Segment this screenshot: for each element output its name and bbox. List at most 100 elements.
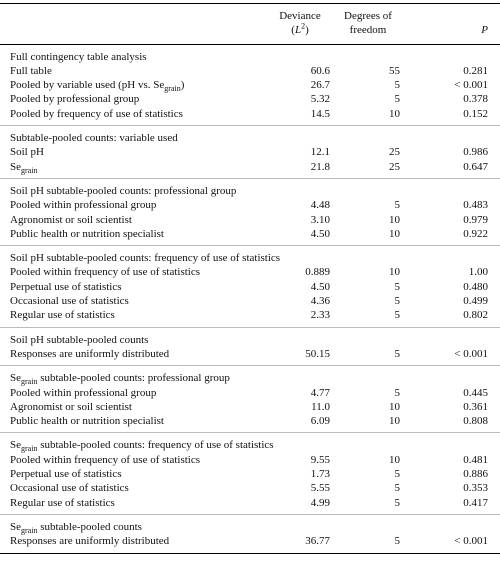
deviance-cell: 11.0 (311, 400, 330, 413)
p-cell: 0.481 (463, 453, 488, 466)
p-cell: 0.499 (463, 295, 488, 308)
section-title-row: Soil pH subtable-pooled counts (0, 327, 500, 347)
deviance-cell: 60.6 (310, 64, 330, 77)
section-title: Full contingency table analysis (0, 44, 500, 64)
df-cell: 5 (394, 280, 401, 293)
df-cell: 5 (394, 482, 401, 495)
df-cell: 5 (336, 534, 406, 554)
deviance-cell: 26.7 (310, 79, 330, 92)
deviance-cell: 12.1 (310, 146, 330, 159)
text-run: Agronomist or soil scientist (10, 400, 132, 413)
header-row: Deviance Degrees of (0, 3, 500, 24)
text-run: Responses are uniformly distributed (10, 535, 170, 548)
row-label: Perpetual use of statistics (0, 280, 270, 294)
data-row: Perpetual use of statistics 4.50 5 0.480 (0, 280, 500, 294)
sub-text: grain (164, 84, 181, 94)
deviance-cell: 3.10 (310, 213, 330, 226)
italic-text: L (294, 24, 302, 37)
section-title-row: Segrain subtable-pooled counts: frequenc… (0, 433, 500, 453)
data-row: Regular use of statistics 4.99 5 0.417 (0, 495, 500, 515)
row-label: Agronomist or soil scientist (0, 213, 270, 227)
text-run: ( (291, 24, 295, 37)
table-section: Segrain subtable-pooled counts: frequenc… (0, 433, 500, 515)
text-run: Soil pH subtable-pooled counts: professi… (10, 184, 237, 197)
header-cell (406, 3, 500, 24)
p-cell: 0.802 (406, 308, 500, 328)
row-label: Responses are uniformly distributed (0, 534, 270, 554)
data-row: Agronomist or soil scientist 3.10 10 0.979 (0, 213, 500, 227)
data-row: Pooled by frequency of use of statistics… (0, 106, 500, 127)
row-label: Pooled within frequency of use of statis… (0, 453, 270, 467)
section-title: Subtable-pooled counts: variable used (0, 126, 500, 146)
p-cell: 0.986 (463, 146, 488, 159)
section-title-row: Segrain subtable-pooled counts (0, 514, 500, 535)
p-cell: 0.417 (406, 495, 500, 515)
section-title: Soil pH subtable-pooled counts: frequenc… (0, 246, 500, 266)
df-cell: 5 (394, 93, 401, 106)
page: {"table": { "header": { "deviance": [[{"… (0, 3, 500, 564)
text-run: Pooled within frequency of use of statis… (10, 453, 201, 466)
row-label: Occasional use of statistics (0, 294, 270, 308)
row-label: Responses are uniformly distributed (0, 346, 270, 367)
sup-text: 2 (301, 21, 306, 31)
text-run: Public health or nutrition specialist (10, 227, 164, 240)
deviance-cell: 4.50 (310, 280, 330, 293)
df-cell: 5 (394, 295, 401, 308)
text-run: Perpetual use of statistics (10, 280, 122, 293)
deviance-cell: 4.36 (310, 295, 330, 308)
p-cell: 0.353 (463, 482, 488, 495)
df-cell: 10 (336, 226, 406, 247)
p-cell: < 0.001 (406, 534, 500, 554)
text-run: freedom (349, 24, 387, 37)
header-cell: Deviance (270, 3, 336, 24)
df-cell: 10 (389, 266, 400, 279)
data-row: Segrain 21.8 25 0.647 (0, 159, 500, 179)
section-title-row: Soil pH subtable-pooled counts: professi… (0, 178, 500, 198)
table-section: Soil pH subtable-pooled counts Responses … (0, 327, 500, 367)
row-label: Pooled within professional group (0, 198, 270, 212)
section-title-row: Full contingency table analysis (0, 44, 500, 64)
row-label: Soil pH (0, 145, 270, 159)
p-cell: 0.922 (406, 226, 500, 247)
text-run: Regular use of statistics (10, 496, 115, 509)
data-row: Responses are uniformly distributed 36.77… (0, 534, 500, 554)
section-title-row: Soil pH subtable-pooled counts: frequenc… (0, 246, 500, 266)
row-label: Full table (0, 64, 270, 78)
df-cell: 25 (389, 146, 400, 159)
df-cell: 10 (389, 213, 400, 226)
deviance-table: Deviance Degrees of (L2) freedom P Full … (0, 3, 500, 554)
text-run: subtable-pooled counts: frequency of use… (37, 439, 274, 452)
text-run: Pooled within frequency of use of statis… (10, 266, 201, 279)
row-label: Public health or nutrition specialist (0, 226, 270, 247)
p-cell: 0.483 (463, 199, 488, 212)
table-section: Soil pH subtable-pooled counts: professi… (0, 178, 500, 247)
data-row: Pooled within professional group 4.48 5 0.4… (0, 198, 500, 212)
deviance-cell: 1.73 (310, 468, 330, 481)
text-run: Perpetual use of statistics (10, 468, 122, 481)
text-run: ) (305, 24, 309, 37)
table-section: Soil pH subtable-pooled counts: frequenc… (0, 246, 500, 328)
header-cell (0, 3, 270, 24)
p-cell: 0.361 (463, 400, 488, 413)
row-label: Agronomist or soil scientist (0, 400, 270, 414)
row-label: Pooled within frequency of use of statis… (0, 265, 270, 279)
p-cell: 0.886 (463, 468, 488, 481)
df-cell: 10 (389, 453, 400, 466)
section-title: Soil pH subtable-pooled counts (0, 327, 500, 347)
data-row: Responses are uniformly distributed 50.15… (0, 346, 500, 367)
header-cell: freedom (336, 23, 406, 45)
section-title-row: Segrain subtable-pooled counts: professi… (0, 366, 500, 386)
deviance-cell: 4.99 (270, 495, 336, 515)
p-cell: 0.480 (463, 280, 488, 293)
deviance-cell: 9.55 (310, 453, 330, 466)
row-label: Occasional use of statistics (0, 481, 270, 495)
header-row: (L2) freedom P (0, 21, 500, 45)
data-row: Public health or nutrition specialist 4.5… (0, 226, 500, 247)
data-row: Perpetual use of statistics 1.73 5 0.886 (0, 467, 500, 481)
table-section: Subtable-pooled counts: variable used Soi… (0, 126, 500, 179)
text-run: Occasional use of statistics (10, 295, 129, 308)
deviance-cell: 5.55 (310, 482, 330, 495)
data-row: Pooled by professional group 5.32 5 0.378 (0, 92, 500, 106)
deviance-cell: 4.50 (270, 226, 336, 247)
table-section: Segrain subtable-pooled counts: professi… (0, 366, 500, 434)
